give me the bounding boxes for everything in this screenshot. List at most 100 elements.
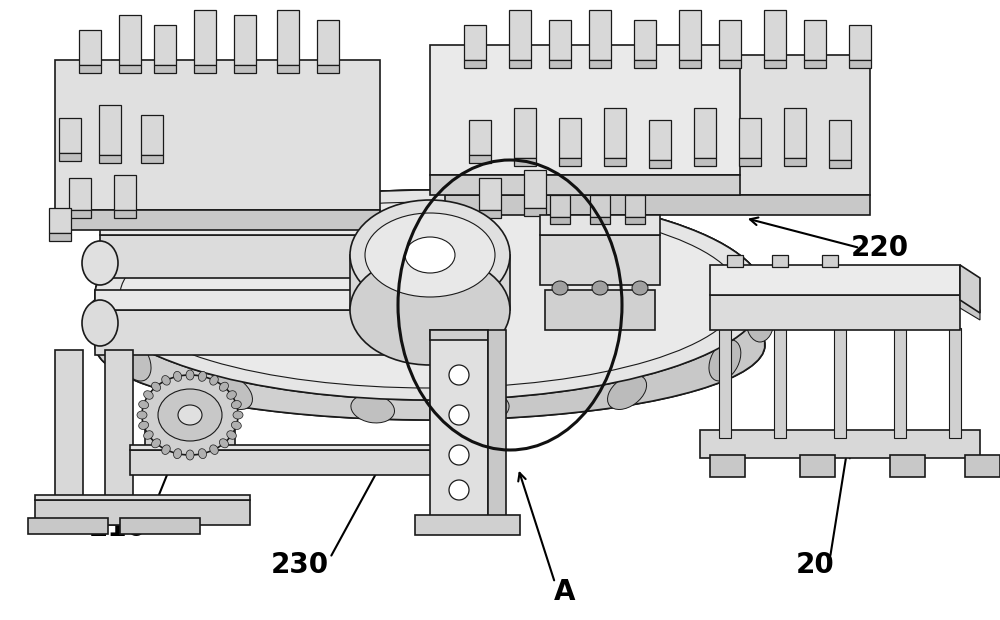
Ellipse shape xyxy=(82,241,118,285)
Ellipse shape xyxy=(162,445,170,454)
Polygon shape xyxy=(955,295,980,320)
Ellipse shape xyxy=(152,439,161,448)
Bar xyxy=(49,233,71,241)
Ellipse shape xyxy=(350,255,510,365)
Bar xyxy=(550,217,570,224)
Bar xyxy=(739,118,761,158)
Ellipse shape xyxy=(449,365,469,385)
Ellipse shape xyxy=(362,241,398,285)
Bar xyxy=(890,455,925,477)
Bar xyxy=(234,15,256,65)
Polygon shape xyxy=(350,255,510,310)
Bar xyxy=(317,20,339,65)
Polygon shape xyxy=(95,310,385,355)
Bar xyxy=(679,60,701,68)
Ellipse shape xyxy=(351,394,394,423)
Polygon shape xyxy=(700,430,980,458)
Polygon shape xyxy=(445,195,870,215)
Text: 20: 20 xyxy=(796,551,834,579)
Polygon shape xyxy=(35,500,250,525)
Bar xyxy=(141,115,163,155)
Bar xyxy=(464,25,486,60)
Bar xyxy=(772,255,788,267)
Ellipse shape xyxy=(746,298,774,342)
Ellipse shape xyxy=(608,231,647,265)
Ellipse shape xyxy=(137,411,147,419)
Bar xyxy=(509,10,531,60)
Bar xyxy=(822,255,838,267)
Bar xyxy=(965,455,1000,477)
Text: 210: 210 xyxy=(89,514,147,542)
Polygon shape xyxy=(545,290,655,330)
Bar xyxy=(99,105,121,155)
Bar xyxy=(524,170,546,208)
Ellipse shape xyxy=(365,213,495,297)
Ellipse shape xyxy=(95,270,765,420)
Bar xyxy=(784,158,806,166)
Ellipse shape xyxy=(466,394,509,423)
Bar xyxy=(849,60,871,68)
Bar xyxy=(634,60,656,68)
Ellipse shape xyxy=(449,480,469,500)
Polygon shape xyxy=(55,210,380,230)
Bar xyxy=(894,328,906,438)
Polygon shape xyxy=(540,215,660,235)
Bar xyxy=(694,108,716,158)
Ellipse shape xyxy=(351,217,394,246)
Ellipse shape xyxy=(405,237,455,273)
Ellipse shape xyxy=(592,281,608,295)
Ellipse shape xyxy=(142,375,238,455)
Bar xyxy=(524,208,546,216)
Bar xyxy=(559,158,581,166)
Bar xyxy=(849,25,871,60)
Bar xyxy=(739,158,761,166)
Ellipse shape xyxy=(174,449,182,459)
Ellipse shape xyxy=(130,205,730,385)
Bar xyxy=(114,210,136,218)
Ellipse shape xyxy=(233,411,243,419)
Ellipse shape xyxy=(198,371,206,381)
Bar xyxy=(430,330,488,340)
Bar xyxy=(625,195,645,217)
Polygon shape xyxy=(100,218,380,235)
Bar xyxy=(694,158,716,166)
Bar xyxy=(764,60,786,68)
Bar xyxy=(154,25,176,65)
Ellipse shape xyxy=(144,431,153,440)
Text: 220: 220 xyxy=(851,234,909,262)
Bar xyxy=(514,158,536,166)
Bar xyxy=(550,195,570,217)
Bar xyxy=(479,210,501,218)
Polygon shape xyxy=(710,295,960,330)
Ellipse shape xyxy=(120,202,740,388)
Polygon shape xyxy=(100,235,380,278)
Bar xyxy=(514,108,536,158)
Ellipse shape xyxy=(709,340,741,381)
Ellipse shape xyxy=(362,300,398,346)
Bar xyxy=(949,328,961,438)
Bar xyxy=(604,158,626,166)
Ellipse shape xyxy=(174,371,182,381)
Text: A: A xyxy=(554,578,576,606)
Ellipse shape xyxy=(119,259,151,300)
Polygon shape xyxy=(35,495,250,500)
Ellipse shape xyxy=(227,431,236,440)
Ellipse shape xyxy=(139,421,149,430)
Bar xyxy=(834,328,846,438)
Bar xyxy=(79,30,101,65)
Polygon shape xyxy=(415,515,520,535)
Ellipse shape xyxy=(178,405,202,425)
Ellipse shape xyxy=(709,259,741,300)
Ellipse shape xyxy=(632,281,648,295)
Ellipse shape xyxy=(219,382,228,391)
Bar xyxy=(469,120,491,155)
Ellipse shape xyxy=(213,375,252,409)
Bar xyxy=(145,430,235,455)
Ellipse shape xyxy=(449,445,469,465)
Ellipse shape xyxy=(152,382,161,391)
Bar xyxy=(590,217,610,224)
Bar xyxy=(727,255,743,267)
Bar xyxy=(589,10,611,60)
Bar xyxy=(649,160,671,168)
Ellipse shape xyxy=(186,370,194,380)
